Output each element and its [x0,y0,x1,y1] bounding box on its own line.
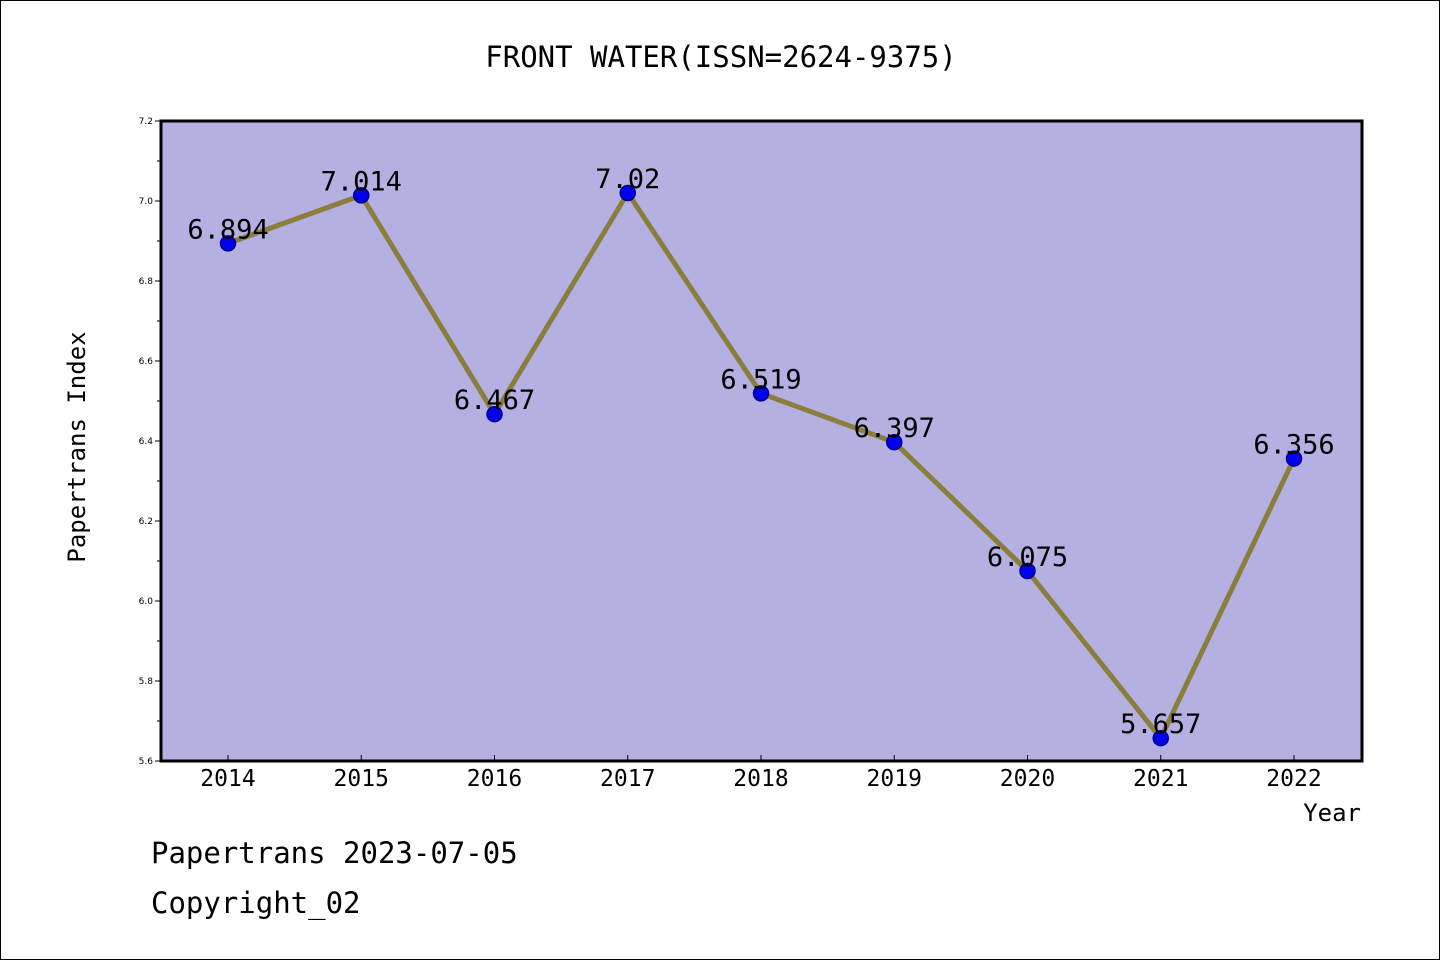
y-tick-label: 6.2 [139,517,153,527]
data-point [619,184,636,202]
chart-title: FRONT WATER(ISSN=2624-9375) [485,40,956,74]
x-axis-label: Year [1303,799,1361,827]
y-tick-label: 5.8 [139,677,154,687]
data-point [1152,729,1169,747]
data-point [1285,450,1303,467]
data-markers [219,184,1303,747]
y-tick-label: 6.0 [139,597,154,607]
x-tick-label: 2014 [200,766,255,792]
x-tick-label: 2017 [600,766,655,792]
data-label: 6.519 [720,364,801,395]
data-label: 6.894 [187,214,268,245]
data-label: 6.467 [454,385,535,416]
plot-area [159,119,1364,763]
y-tick-label: 6.4 [139,437,154,447]
data-label: 7.02 [595,164,660,195]
y-tick-label: 6.8 [139,277,154,287]
data-label: 7.014 [321,166,402,197]
data-point [219,235,237,252]
data-point [886,433,903,451]
data-label: 6.075 [987,542,1068,573]
x-tick-label: 2019 [867,766,922,792]
y-axis-label: Papertrans Index [63,331,91,562]
data-point [1019,562,1036,580]
footer-date-line: Papertrans 2023-07-05 [151,836,518,870]
x-tick-label: 2015 [334,766,389,792]
data-point [486,405,503,423]
x-tick-label: 2016 [467,766,522,792]
data-labels: 6.894 7.014 6.467 7.02 6.519 6.397 6.075 5.657 6… [187,164,1334,740]
y-axis: 5.6 5.8 6.0 6.2 6.4 6.6 6.8 7.0 7.2 [139,117,161,767]
y-tick-label: 5.6 [139,757,154,767]
y-tick-label: 7.2 [139,117,153,127]
x-tick-label: 2018 [733,766,788,792]
x-tick-label: 2020 [1000,766,1055,792]
data-point [353,187,370,204]
y-tick-label: 7.0 [139,197,154,207]
footer-copyright-line: Copyright_02 [151,886,361,920]
x-axis: 2014 2015 2016 2017 2018 2019 2020 2021 2022 [200,755,1322,792]
data-label: 6.397 [854,413,935,444]
data-point [752,385,770,402]
x-tick-label: 2022 [1266,766,1321,792]
data-label: 5.657 [1120,709,1201,740]
x-tick-label: 2021 [1133,766,1188,792]
y-tick-label: 6.6 [139,357,154,367]
data-label: 6.356 [1253,430,1334,461]
